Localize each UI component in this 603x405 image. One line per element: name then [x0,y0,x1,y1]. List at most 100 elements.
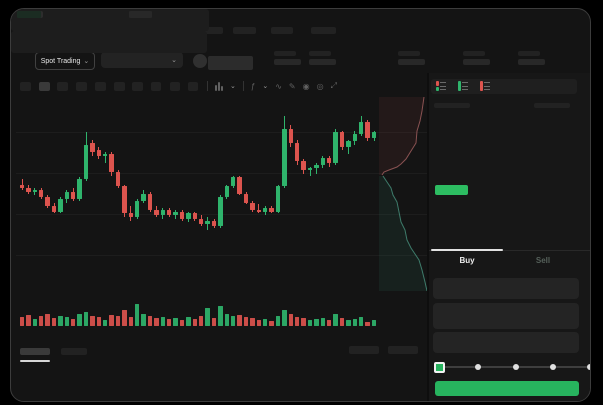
volume-bar [224,314,230,326]
price-field[interactable] [433,278,579,299]
draw-icon[interactable]: ✎ [288,81,296,91]
chevron-down-icon[interactable]: ⌄ [262,82,269,90]
timeframe-button[interactable] [169,82,180,91]
candle-body [250,202,255,210]
tab-sell[interactable]: Sell [535,256,551,265]
active-tab-underline [20,360,50,362]
candle-body [301,161,306,171]
volume-bar [128,317,134,326]
volume-bar [365,322,370,326]
coin-icon [193,54,207,68]
candle-body [147,193,153,210]
bottom-panel-skeleton [11,9,209,31]
bottom-tab[interactable] [20,348,50,355]
candle-wick [21,179,23,190]
slider-stop-dot[interactable] [549,364,556,370]
bid-row[interactable] [11,11,174,119]
volume-bar [339,318,345,326]
timeframe-button[interactable] [150,82,161,91]
book-view-combined-icon[interactable] [436,81,446,91]
tab-buy[interactable]: Buy [459,256,475,265]
slider-stops [11,9,590,379]
timeframe-button[interactable] [132,82,144,91]
volume-bar [352,319,358,326]
slider-stop-dot[interactable] [587,364,590,370]
timeframe-button[interactable] [188,82,199,91]
volume-bar [320,318,326,326]
candle-body [77,179,82,199]
bottom-tab[interactable] [61,348,87,355]
divider [207,81,208,91]
pair-selector-dropdown[interactable]: ⌄ [101,52,183,68]
candle-body [96,150,102,156]
candle-wick [104,152,106,163]
bottom-tabs [11,9,590,369]
line-tools-icon[interactable]: ∿ [275,81,282,91]
book-view-asks-icon[interactable] [480,81,490,91]
orderbook-rows [11,9,590,269]
divider [242,81,244,91]
candle-body [19,184,25,189]
candlestick-chart[interactable] [16,97,428,293]
candle-body [288,128,294,144]
buy-button[interactable] [435,381,579,396]
stat-label-skeleton [274,51,296,56]
volume-bar [19,317,25,326]
volume-bar [147,316,153,326]
book-view-bids-icon[interactable] [458,81,468,91]
candle-body [186,213,191,219]
candle-body [211,220,217,226]
timeframe-button[interactable] [76,82,88,91]
total-field[interactable] [433,332,579,353]
candle-body [154,209,159,216]
volume-bar [211,318,217,326]
stat-value-skeleton [463,59,490,65]
candle-type-icon[interactable] [215,81,223,91]
candle-body [269,208,274,212]
chevron-down-icon[interactable]: ⌄ [230,82,236,90]
candle-body [64,191,70,199]
spot-trading-label: Spot Trading [40,57,81,65]
slider-stop-dot[interactable] [475,364,482,370]
volume-bar [45,314,50,326]
orderbook-header-price [434,103,470,108]
candle-body [326,157,332,163]
nav-item[interactable] [311,27,336,34]
candle-body [45,197,50,207]
timeframe-button[interactable] [113,82,125,91]
candle-body [314,164,319,169]
amount-field[interactable] [433,303,579,329]
nav-item[interactable] [199,27,223,34]
volume-bar [141,314,146,326]
last-price-bar[interactable] [435,185,468,195]
timeframe-button[interactable] [94,82,106,91]
candle-body [134,200,140,217]
screenshot-icon[interactable]: ◉ [302,81,310,91]
volume-bar [237,315,242,326]
nav-item[interactable] [271,27,293,34]
volume-bar [307,320,313,326]
candle-wick [347,139,349,154]
slider-stop-dot[interactable] [512,364,519,370]
volume-bar [70,319,76,326]
candle-body [128,213,134,217]
volume-bar [102,320,108,326]
timeframe-button[interactable] [20,82,31,91]
chart-settings-icon[interactable]: ◎ [316,81,324,91]
volume-bar [90,316,95,326]
volume-bar [77,314,82,326]
candle-body [307,168,313,171]
nav-item[interactable] [233,27,256,34]
fullscreen-icon[interactable]: ⤢ [330,81,337,90]
volume-bar [173,318,178,326]
tab-divider [429,250,590,251]
indicators-icon[interactable]: ƒ [250,81,256,91]
slider-handle[interactable] [434,362,445,373]
range-skeleton [349,346,379,354]
candle-body [205,220,210,225]
timeframe-button[interactable] [38,82,50,91]
chevron-down-icon: ⌄ [171,56,177,64]
volume-bar [51,318,57,326]
timeframe-button[interactable] [57,82,69,91]
chevron-down-icon: ⌄ [83,57,90,65]
